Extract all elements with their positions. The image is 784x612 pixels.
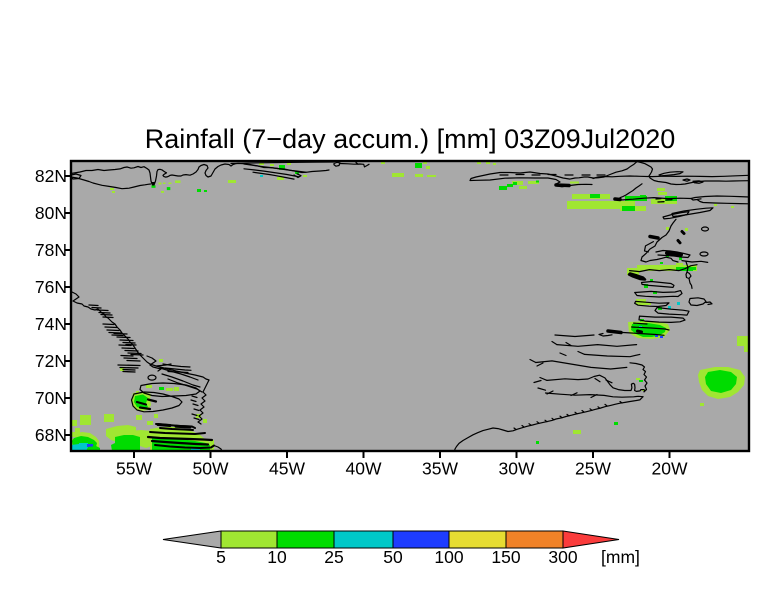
svg-text:10: 10 bbox=[267, 547, 287, 567]
svg-text:25: 25 bbox=[324, 547, 343, 567]
svg-text:80N: 80N bbox=[35, 203, 67, 223]
svg-text:20W: 20W bbox=[652, 459, 688, 479]
svg-text:150: 150 bbox=[491, 547, 520, 567]
svg-text:50: 50 bbox=[383, 547, 403, 567]
svg-text:72N: 72N bbox=[35, 351, 67, 371]
svg-text:45W: 45W bbox=[269, 459, 305, 479]
svg-text:55W: 55W bbox=[116, 459, 152, 479]
svg-text:40W: 40W bbox=[346, 459, 382, 479]
svg-text:70N: 70N bbox=[35, 388, 67, 408]
svg-text:Rainfall (7−day accum.) [mm] 0: Rainfall (7−day accum.) [mm] 03Z09Jul202… bbox=[145, 124, 676, 154]
svg-text:100: 100 bbox=[434, 547, 463, 567]
svg-text:82N: 82N bbox=[35, 166, 67, 186]
svg-text:300: 300 bbox=[548, 547, 577, 567]
svg-text:78N: 78N bbox=[35, 240, 67, 260]
svg-text:25W: 25W bbox=[575, 459, 611, 479]
svg-text:74N: 74N bbox=[35, 314, 67, 334]
svg-text:[mm]: [mm] bbox=[601, 547, 640, 567]
svg-text:50W: 50W bbox=[193, 459, 229, 479]
svg-text:35W: 35W bbox=[422, 459, 458, 479]
svg-text:5: 5 bbox=[216, 547, 226, 567]
svg-text:30W: 30W bbox=[499, 459, 535, 479]
svg-text:76N: 76N bbox=[35, 277, 67, 297]
svg-text:68N: 68N bbox=[35, 425, 67, 445]
